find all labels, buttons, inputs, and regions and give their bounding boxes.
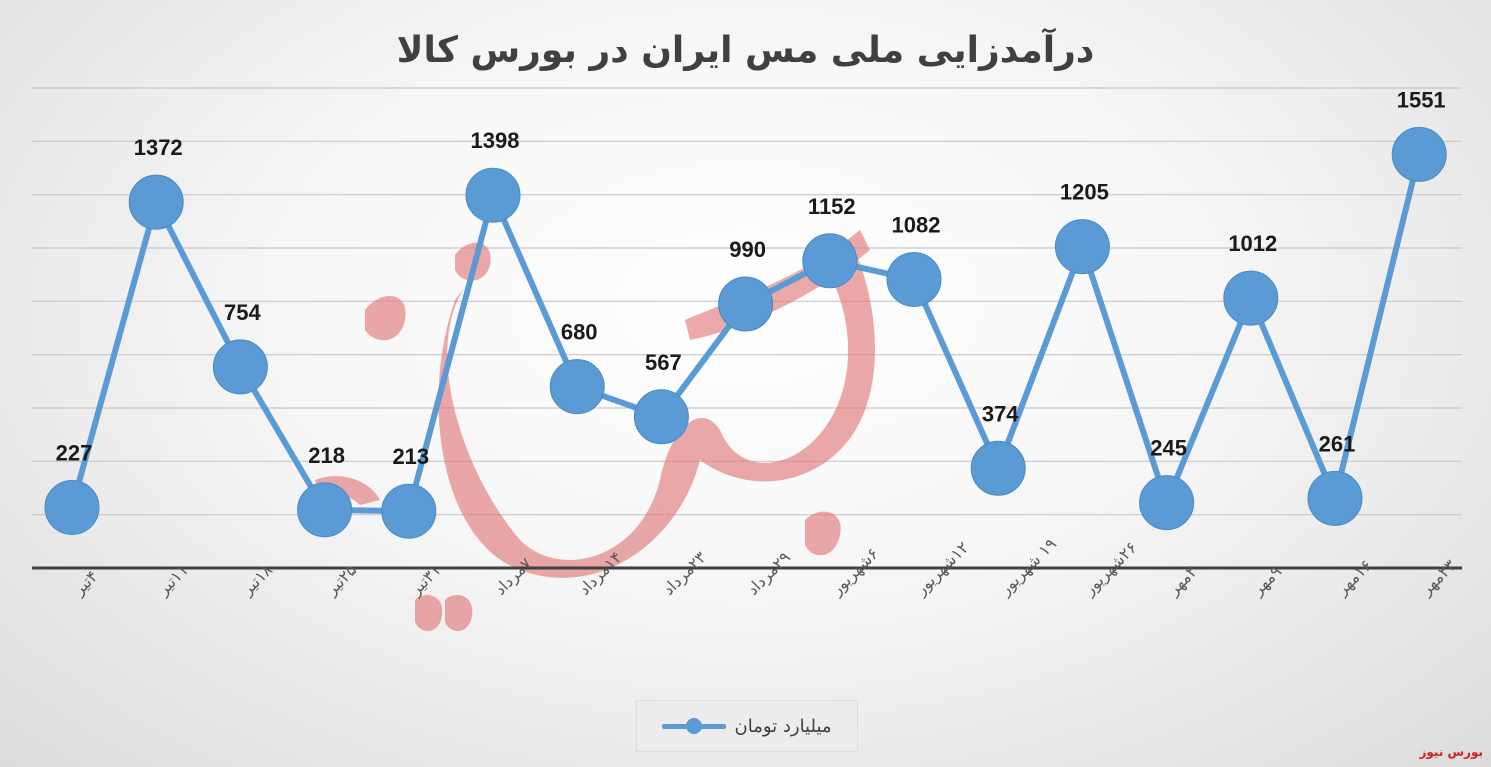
data-point [1307,470,1363,526]
data-point [297,482,353,538]
series-line-million-toman [69,151,1423,515]
data-label: 680 [561,320,598,345]
data-label: 218 [308,443,345,468]
data-label: 261 [1319,431,1356,456]
data-point [1223,270,1279,326]
data-point [1391,126,1447,182]
x-tick-label: ۲۵تیر [321,560,361,600]
data-point [1054,219,1110,275]
x-tick-label: ۴تیر [69,567,103,601]
data-label: 245 [1150,436,1187,461]
legend-line-marker-icon [662,716,727,736]
x-tick-label: ۲۹مرداد [743,548,795,600]
data-point [970,440,1026,496]
x-tick-label: ۲۳مرداد [659,547,711,599]
data-point [549,359,605,415]
x-tick-label: ۱۶مهر [1332,556,1377,601]
x-tick-label: ۳۱تیر [405,560,445,600]
x-tick-label: ۱۱تیر [153,560,193,600]
chart-title: درآمدزایی ملی مس ایران در بورس کالا [396,30,1095,71]
data-label: 1082 [892,212,941,237]
data-point [128,174,184,230]
data-label: 754 [224,300,261,325]
data-label: 374 [982,401,1019,426]
data-label: 1205 [1060,180,1109,205]
data-point [1139,475,1195,531]
x-tick-label: ۶شهریور [826,544,882,600]
legend-label: میلیارد تومان [734,715,832,737]
data-label: 1398 [471,128,520,153]
data-label: 1152 [808,194,856,219]
data-label: 567 [645,350,682,375]
data-labels: 227 1372 754 218 213 1398 680 567 990 1152 1082 374… [56,87,1446,469]
data-label: 1012 [1228,231,1277,256]
x-tick-label: ۲۳مهر [1416,555,1461,600]
data-label: 990 [729,237,766,262]
data-point [381,483,437,539]
source-watermark-text: بورس نیوز [1419,745,1483,759]
data-points [44,126,1447,539]
data-point [633,389,689,445]
data-label: 1551 [1397,87,1446,112]
data-point [212,339,268,395]
data-point [802,233,858,289]
data-point [886,251,942,307]
legend: میلیارد تومان [636,700,858,752]
data-point [44,479,100,535]
data-point [718,276,774,332]
data-label: 213 [392,444,429,469]
data-label: 227 [56,440,93,465]
data-point [465,167,521,223]
data-label: 1372 [134,135,183,160]
x-tick-label: ۱۸تیر [237,560,277,600]
